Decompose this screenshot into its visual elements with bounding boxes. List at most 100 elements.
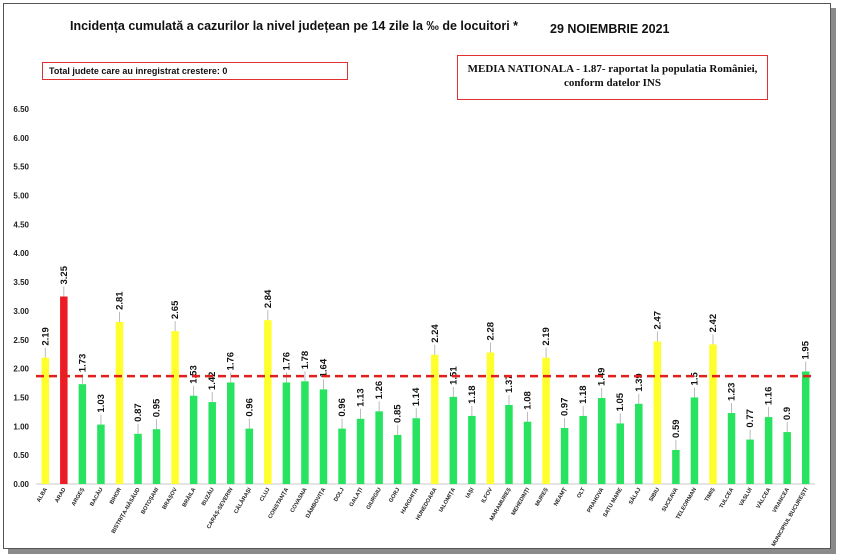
y-tick-label: 2.00 [13, 365, 29, 374]
bar [301, 381, 309, 484]
bar [319, 389, 328, 484]
report-date: 29 NOIEMBRIE 2021 [550, 22, 670, 36]
bar [227, 382, 235, 484]
y-tick-label: 6.50 [13, 105, 29, 114]
y-tick-label: 2.50 [13, 336, 29, 345]
category-label: COVASNA [290, 487, 309, 514]
bar [635, 403, 643, 484]
bar [449, 396, 458, 484]
bar [653, 341, 662, 484]
bar [468, 415, 476, 484]
y-tick-label: 3.50 [13, 278, 29, 287]
value-label: 1.53 [189, 365, 200, 384]
category-label: BIHOR [109, 487, 123, 506]
bar [764, 417, 773, 484]
value-label: 2.84 [263, 289, 274, 308]
category-label: TULCEA [719, 487, 736, 510]
value-label: 1.39 [634, 373, 645, 392]
value-label: 1.16 [764, 387, 775, 406]
bar [152, 429, 161, 484]
value-label: 0.59 [671, 419, 682, 438]
category-label: BACĂU [88, 487, 104, 508]
value-label: 1.78 [300, 351, 311, 370]
bar [97, 424, 105, 484]
y-tick-label: 5.50 [13, 163, 29, 172]
value-label: 1.37 [504, 374, 515, 393]
bar [709, 344, 717, 484]
value-label: 0.96 [244, 398, 255, 416]
y-tick-label: 1.00 [13, 422, 29, 431]
bar [486, 352, 495, 484]
value-label: 2.42 [708, 314, 719, 333]
category-label: GORJ [388, 487, 401, 504]
bar [801, 371, 810, 484]
value-label: 1.73 [77, 354, 88, 373]
bar [375, 411, 383, 484]
category-label: ARGEȘ [71, 487, 86, 507]
value-label: 1.42 [207, 372, 218, 391]
bar [208, 402, 216, 484]
value-label: 1.03 [96, 394, 107, 413]
y-tick-label: 5.00 [13, 192, 29, 201]
value-label: 0.9 [782, 407, 793, 420]
bar [560, 428, 569, 484]
bar [672, 449, 680, 484]
bar [783, 432, 791, 484]
national-average-box: MEDIA NATIONALA - 1.87- raportat la popu… [457, 55, 768, 100]
value-label: 0.87 [133, 403, 144, 422]
category-label: OLT [576, 487, 587, 500]
value-label: 2.65 [170, 300, 181, 319]
category-label: GALAȚI [349, 487, 365, 508]
increase-count-box: Total judete care au inregistrat crester… [42, 62, 348, 80]
bar [597, 398, 606, 484]
category-label: ALBA [36, 487, 49, 503]
value-label: 2.28 [485, 322, 496, 341]
category-label: NEAMȚ [553, 486, 568, 507]
category-label: MEHEDINȚI [511, 487, 532, 517]
value-label: 0.96 [337, 398, 348, 417]
value-label: 1.13 [356, 388, 367, 407]
y-tick-label: 0.00 [13, 480, 29, 489]
value-label: 0.85 [393, 404, 404, 423]
category-label: SATU MARE [602, 487, 624, 519]
y-tick-label: 4.00 [13, 249, 29, 258]
national-average-line1: MEDIA NATIONALA - 1.87- raportat la popu… [467, 63, 758, 75]
category-label: CONSTANȚA [268, 487, 291, 520]
category-label: PRAHOVA [586, 487, 605, 514]
category-label: ARAD [54, 487, 67, 504]
value-label: 1.26 [374, 381, 385, 400]
bar [746, 439, 754, 484]
national-average-line2: conform datelor INS [564, 77, 661, 89]
chart-title: Incidența cumulată a cazurilor la nivel … [70, 19, 519, 33]
category-label: VÂLCEA [755, 487, 773, 510]
category-label: GIURGIU [366, 487, 383, 511]
category-label: VRANCEA [772, 487, 791, 514]
value-label: 1.64 [318, 358, 329, 377]
bar [171, 331, 179, 484]
value-label: 1.18 [467, 385, 478, 404]
bar [727, 413, 736, 484]
bar [393, 434, 402, 484]
bar [542, 357, 550, 484]
category-label: SUCEAVA [661, 487, 679, 513]
category-label: ILFOV [481, 487, 495, 504]
category-label: BUZĂU [200, 487, 216, 507]
category-label: SĂLAJ [627, 487, 642, 506]
bar [134, 433, 142, 484]
y-tick-label: 3.00 [13, 307, 29, 316]
value-label: 2.19 [541, 327, 552, 346]
value-label: 2.81 [114, 291, 125, 310]
value-label: 1.5 [689, 372, 700, 386]
category-label: VASLUI [739, 487, 754, 508]
bar [412, 418, 420, 484]
bar [189, 395, 198, 484]
value-label: 1.95 [801, 340, 812, 359]
value-label: 0.77 [745, 409, 756, 428]
y-tick-label: 1.50 [13, 393, 29, 402]
bar [338, 428, 346, 484]
value-label: 2.24 [430, 324, 441, 343]
bar [431, 354, 439, 484]
category-label: IALOMIȚA [438, 487, 457, 513]
y-tick-label: 0.50 [13, 451, 29, 460]
bar [523, 421, 532, 484]
